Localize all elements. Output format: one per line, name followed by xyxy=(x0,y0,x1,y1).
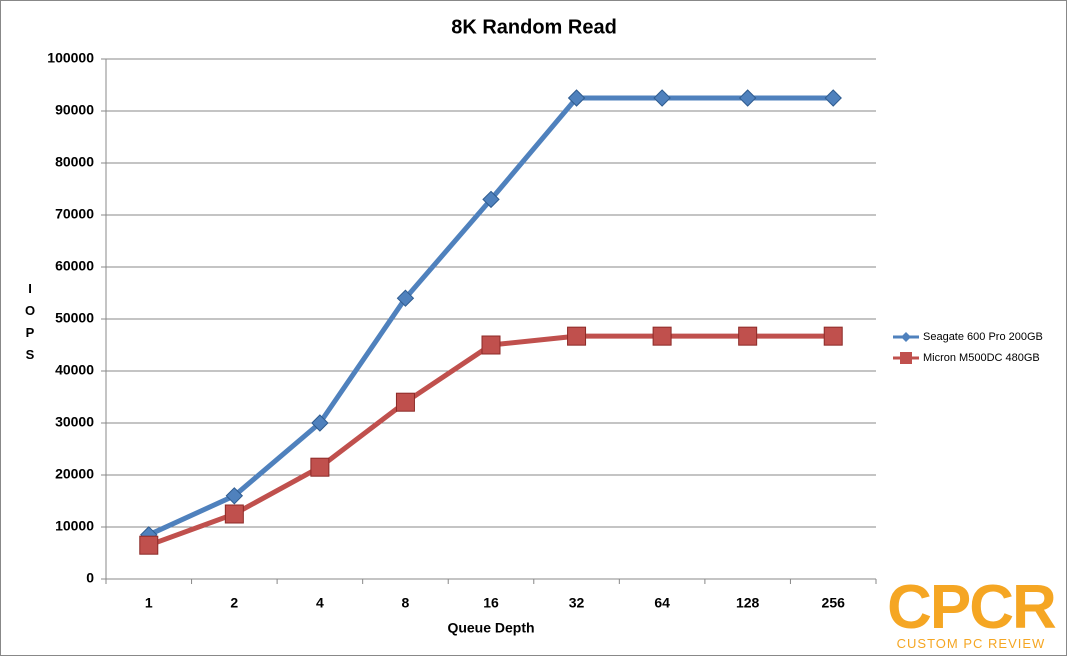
y-tick-label: 70000 xyxy=(55,206,94,222)
data-point xyxy=(738,89,757,107)
y-tick-label: 40000 xyxy=(55,362,94,378)
x-tick-label: 256 xyxy=(822,595,846,611)
legend-marker xyxy=(900,352,912,364)
data-point xyxy=(567,326,587,346)
y-tick-label: 100000 xyxy=(47,50,94,66)
data-point xyxy=(311,414,329,432)
data-point xyxy=(395,392,415,412)
x-tick-label: 1 xyxy=(145,595,153,611)
y-tick-label: 90000 xyxy=(55,102,94,118)
y-tick-label: 10000 xyxy=(55,518,94,534)
x-tick-label: 64 xyxy=(654,595,670,611)
data-point xyxy=(652,326,672,346)
chart-title: 8K Random Read xyxy=(451,16,617,38)
data-point xyxy=(823,326,843,346)
y-tick-label: 60000 xyxy=(55,258,94,274)
data-point xyxy=(310,457,330,477)
data-point xyxy=(396,289,415,307)
y-tick-label: 30000 xyxy=(55,414,94,430)
x-tick-label: 32 xyxy=(569,595,585,611)
y-tick-label: 20000 xyxy=(55,466,94,482)
y-axis-title: IOPS xyxy=(24,281,36,362)
legend-marker xyxy=(901,332,911,342)
y-tick-label: 80000 xyxy=(55,154,94,170)
x-tick-label: 2 xyxy=(230,595,238,611)
y-tick-label: 0 xyxy=(86,570,94,586)
data-point xyxy=(481,335,501,355)
legend-label: Micron M500DC 480GB xyxy=(923,352,1040,364)
y-tick-label: 50000 xyxy=(55,310,94,326)
data-point xyxy=(567,89,586,107)
watermark-logo: CPCR xyxy=(887,573,1057,642)
x-tick-label: 16 xyxy=(483,595,499,611)
watermark: CPCR CUSTOM PC REVIEW xyxy=(876,573,1066,652)
legend-label: Seagate 600 Pro 200GB xyxy=(923,331,1043,343)
x-tick-label: 8 xyxy=(402,595,410,611)
x-tick-label: 128 xyxy=(736,595,760,611)
x-axis-title: Queue Depth xyxy=(447,620,534,636)
data-point xyxy=(653,89,671,107)
data-point xyxy=(738,326,758,346)
data-point xyxy=(139,535,159,555)
data-point xyxy=(482,190,500,209)
data-point xyxy=(824,89,842,107)
data-point xyxy=(225,487,244,505)
watermark-text: CUSTOM PC REVIEW xyxy=(896,636,1046,651)
data-point xyxy=(224,504,244,524)
x-tick-label: 4 xyxy=(316,595,324,611)
